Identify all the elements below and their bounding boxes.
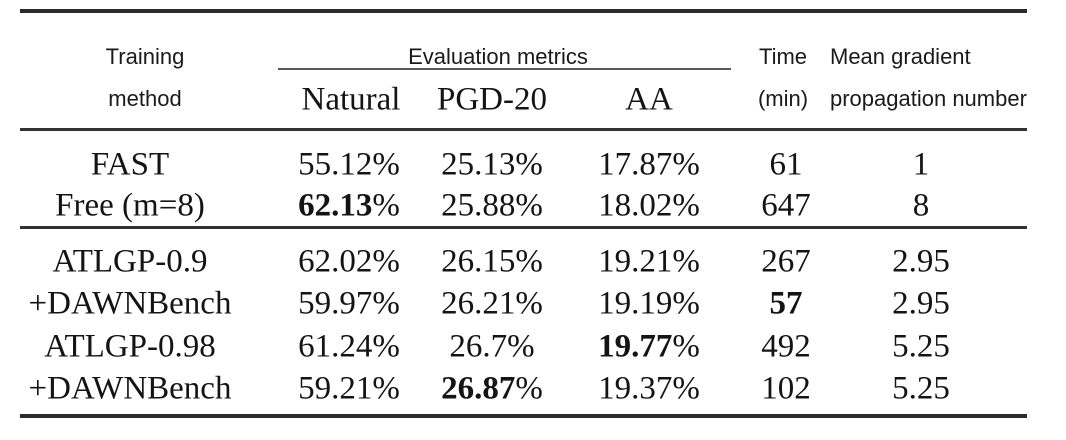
cell-mgpn: 1 (912, 146, 930, 183)
cell-text: +DAWNBench (28, 370, 232, 407)
cell-natural: 62.13% (298, 187, 400, 224)
cell-text: % (672, 328, 700, 365)
cell-text: 19.37% (598, 370, 700, 407)
cell-text: 102 (761, 370, 811, 407)
cell-mgpn: 5.25 (892, 328, 950, 365)
header-evaluation-metrics-group: Evaluation metrics (408, 44, 588, 69)
cell-time: 61 (769, 146, 803, 183)
cell-method: Free (m=8) (55, 187, 205, 224)
header-pgd20: PGD-20 (436, 81, 548, 118)
header-bottom-rule (20, 128, 1027, 131)
cell-aa: 17.87% (598, 146, 700, 183)
cell-text: % (372, 187, 400, 224)
cell-text-bold: 19.77 (598, 328, 673, 365)
cell-natural: 59.21% (298, 370, 400, 407)
cell-text: 18.02% (598, 187, 700, 224)
cell-mgpn: 2.95 (892, 243, 950, 280)
cell-method: +DAWNBench (28, 285, 232, 322)
cell-pgd20: 25.13% (441, 146, 543, 183)
cell-text: 59.21% (298, 370, 400, 407)
cell-text: ATLGP-0.98 (44, 328, 216, 365)
header-natural: Natural (301, 81, 401, 118)
cell-aa: 18.02% (598, 187, 700, 224)
cell-pgd20: 26.87% (441, 370, 543, 407)
eval-metrics-underline-rule (278, 68, 731, 70)
cell-text: 61 (769, 146, 803, 183)
cell-pgd20: 26.7% (449, 328, 535, 365)
section-divider-rule (20, 226, 1027, 229)
cell-time: 647 (761, 187, 811, 224)
cell-method: ATLGP-0.9 (52, 243, 208, 280)
header-mean-gradient-line2: propagation number (830, 86, 1027, 111)
cell-aa: 19.21% (598, 243, 700, 280)
cell-method: ATLGP-0.98 (44, 328, 216, 365)
cell-text-bold: 57 (769, 285, 803, 322)
cell-mgpn: 5.25 (892, 370, 950, 407)
cell-text: % (515, 370, 543, 407)
header-aa: AA (625, 81, 673, 118)
cell-text: 59.97% (298, 285, 400, 322)
cell-text: +DAWNBench (28, 285, 232, 322)
cell-natural: 62.02% (298, 243, 400, 280)
cell-time: 492 (761, 328, 811, 365)
bottom-rule (20, 414, 1027, 418)
cell-text: ATLGP-0.9 (52, 243, 208, 280)
header-training-method-line1: Training (105, 44, 185, 69)
cell-pgd20: 26.21% (441, 285, 543, 322)
cell-pgd20: 26.15% (441, 243, 543, 280)
cell-time: 102 (761, 370, 811, 407)
cell-text: 267 (761, 243, 811, 280)
cell-natural: 61.24% (298, 328, 400, 365)
cell-text: 25.13% (441, 146, 543, 183)
cell-time: 57 (769, 285, 803, 322)
cell-mgpn: 8 (912, 187, 930, 224)
cell-method: +DAWNBench (28, 370, 232, 407)
cell-text: 55.12% (298, 146, 400, 183)
cell-aa: 19.37% (598, 370, 700, 407)
cell-method: FAST (90, 146, 170, 183)
cell-time: 267 (761, 243, 811, 280)
cell-pgd20: 25.88% (441, 187, 543, 224)
cell-aa: 19.77% (598, 328, 700, 365)
cell-aa: 19.19% (598, 285, 700, 322)
cell-natural: 59.97% (298, 285, 400, 322)
cell-text: 492 (761, 328, 811, 365)
header-training-method-line2: method (108, 86, 182, 111)
header-time-line1: Time (758, 44, 808, 69)
top-rule (20, 9, 1027, 13)
cell-text: 1 (912, 146, 930, 183)
cell-text: 8 (912, 187, 930, 224)
cell-text: 25.88% (441, 187, 543, 224)
cell-text: 26.7% (449, 328, 535, 365)
cell-text: 19.21% (598, 243, 700, 280)
cell-text: 5.25 (892, 328, 950, 365)
cell-text: FAST (90, 146, 170, 183)
cell-text: 26.21% (441, 285, 543, 322)
cell-text: Free (m=8) (55, 187, 205, 224)
header-mean-gradient-line1: Mean gradient (830, 44, 971, 69)
cell-text: 2.95 (892, 285, 950, 322)
cell-text-bold: 62.13 (298, 187, 373, 224)
cell-text: 26.15% (441, 243, 543, 280)
cell-text: 5.25 (892, 370, 950, 407)
cell-mgpn: 2.95 (892, 285, 950, 322)
cell-text: 19.19% (598, 285, 700, 322)
cell-text: 61.24% (298, 328, 400, 365)
cell-text-bold: 26.87 (441, 370, 516, 407)
cell-text: 62.02% (298, 243, 400, 280)
cell-natural: 55.12% (298, 146, 400, 183)
cell-text: 17.87% (598, 146, 700, 183)
header-time-line2: (min) (757, 86, 809, 111)
cell-text: 647 (761, 187, 811, 224)
cell-text: 2.95 (892, 243, 950, 280)
